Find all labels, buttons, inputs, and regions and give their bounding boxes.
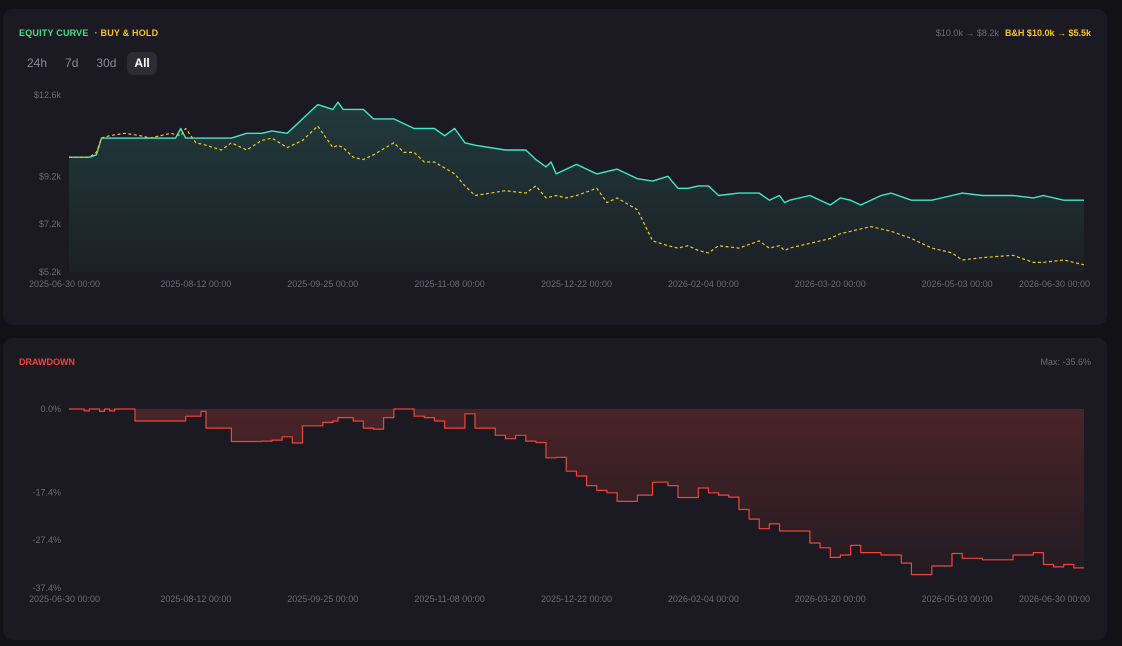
y-tick-label: $12.6k: [34, 90, 62, 100]
x-tick-label: 2025-09-25 00:00: [287, 279, 358, 289]
tab-30d[interactable]: 30d: [96, 56, 117, 70]
equity-chart: $12.6k $9.2k $7.2k $5.2k 2025-06-30 00:00 202…: [29, 90, 1090, 289]
equity-curve-panel: EQUITY CURVE · BUY & HOLD $10.0k → $8.2k B…: [3, 9, 1107, 325]
drawdown-title: DRAWDOWN: [19, 357, 75, 367]
max-drawdown-label: Max: -35.6%: [1040, 357, 1091, 367]
x-tick-label: 2025-08-12 00:00: [160, 594, 231, 604]
y-tick-label: $5.2k: [39, 267, 62, 277]
buy-hold-line: [69, 125, 1085, 266]
drawdown-area: [69, 409, 1084, 575]
tab-24h[interactable]: 24h: [27, 56, 48, 70]
x-tick-label: 2026-03-20 00:00: [795, 279, 866, 289]
drawdown-panel: DRAWDOWN Max: -35.6% 0.0% -17.4% -27.4% -37…: [3, 338, 1107, 640]
equity-curve-line: [69, 101, 1084, 206]
drawdown-line: [69, 408, 1084, 576]
y-tick-label: -37.4%: [32, 583, 61, 593]
timeframe-tabs: 24h 7d 30d All: [20, 52, 157, 75]
y-tick-label: $9.2k: [39, 171, 62, 181]
x-tick-label: 2025-12-22 00:00: [541, 594, 612, 604]
x-tick-label: 2026-02-04 00:00: [668, 279, 739, 289]
y-tick-label: $7.2k: [39, 219, 62, 229]
x-tick-label: 2026-02-04 00:00: [668, 594, 739, 604]
x-tick-label: 2025-08-12 00:00: [160, 279, 231, 289]
y-tick-label: -17.4%: [32, 487, 61, 497]
x-tick-label: 2026-03-20 00:00: [795, 594, 866, 604]
legend-equity-curve: EQUITY CURVE: [19, 28, 89, 38]
buy-hold-change-label: B&H $10.0k → $5.5k: [1004, 28, 1091, 38]
x-tick-label: 2025-11-08 00:00: [414, 594, 484, 604]
equity-change-label: $10.0k → $8.2k: [935, 28, 999, 38]
y-tick-label: -27.4%: [32, 535, 61, 545]
equity-stats: $10.0k → $8.2k B&H $10.0k → $5.5k: [936, 28, 1091, 38]
tab-7d[interactable]: 7d: [65, 56, 79, 70]
x-tick-label: 2026-05-03 00:00: [922, 594, 993, 604]
drawdown-chart: 0.0% -17.4% -27.4% -37.4%2025-06-30 00:00 20…: [29, 404, 1090, 604]
x-tick-label: 2026-06-30 00:00: [1019, 279, 1090, 289]
equity-legend: EQUITY CURVE · BUY & HOLD: [19, 28, 158, 38]
x-tick-label: 2026-06-30 00:00: [1019, 594, 1090, 604]
legend-buy-hold: · BUY & HOLD: [94, 28, 159, 38]
x-tick-label: 2025-11-08 00:00: [414, 279, 484, 289]
tab-all[interactable]: All: [127, 52, 157, 75]
x-tick-label: 2025-06-30 00:00: [29, 279, 100, 289]
x-tick-label: 2026-05-03 00:00: [922, 279, 993, 289]
x-tick-label: 2025-09-25 00:00: [287, 594, 358, 604]
y-tick-label: 0.0%: [40, 404, 61, 414]
x-tick-label: 2025-06-30 00:00: [29, 594, 100, 604]
x-tick-label: 2025-12-22 00:00: [541, 279, 612, 289]
equity-curve-area: [69, 102, 1084, 272]
